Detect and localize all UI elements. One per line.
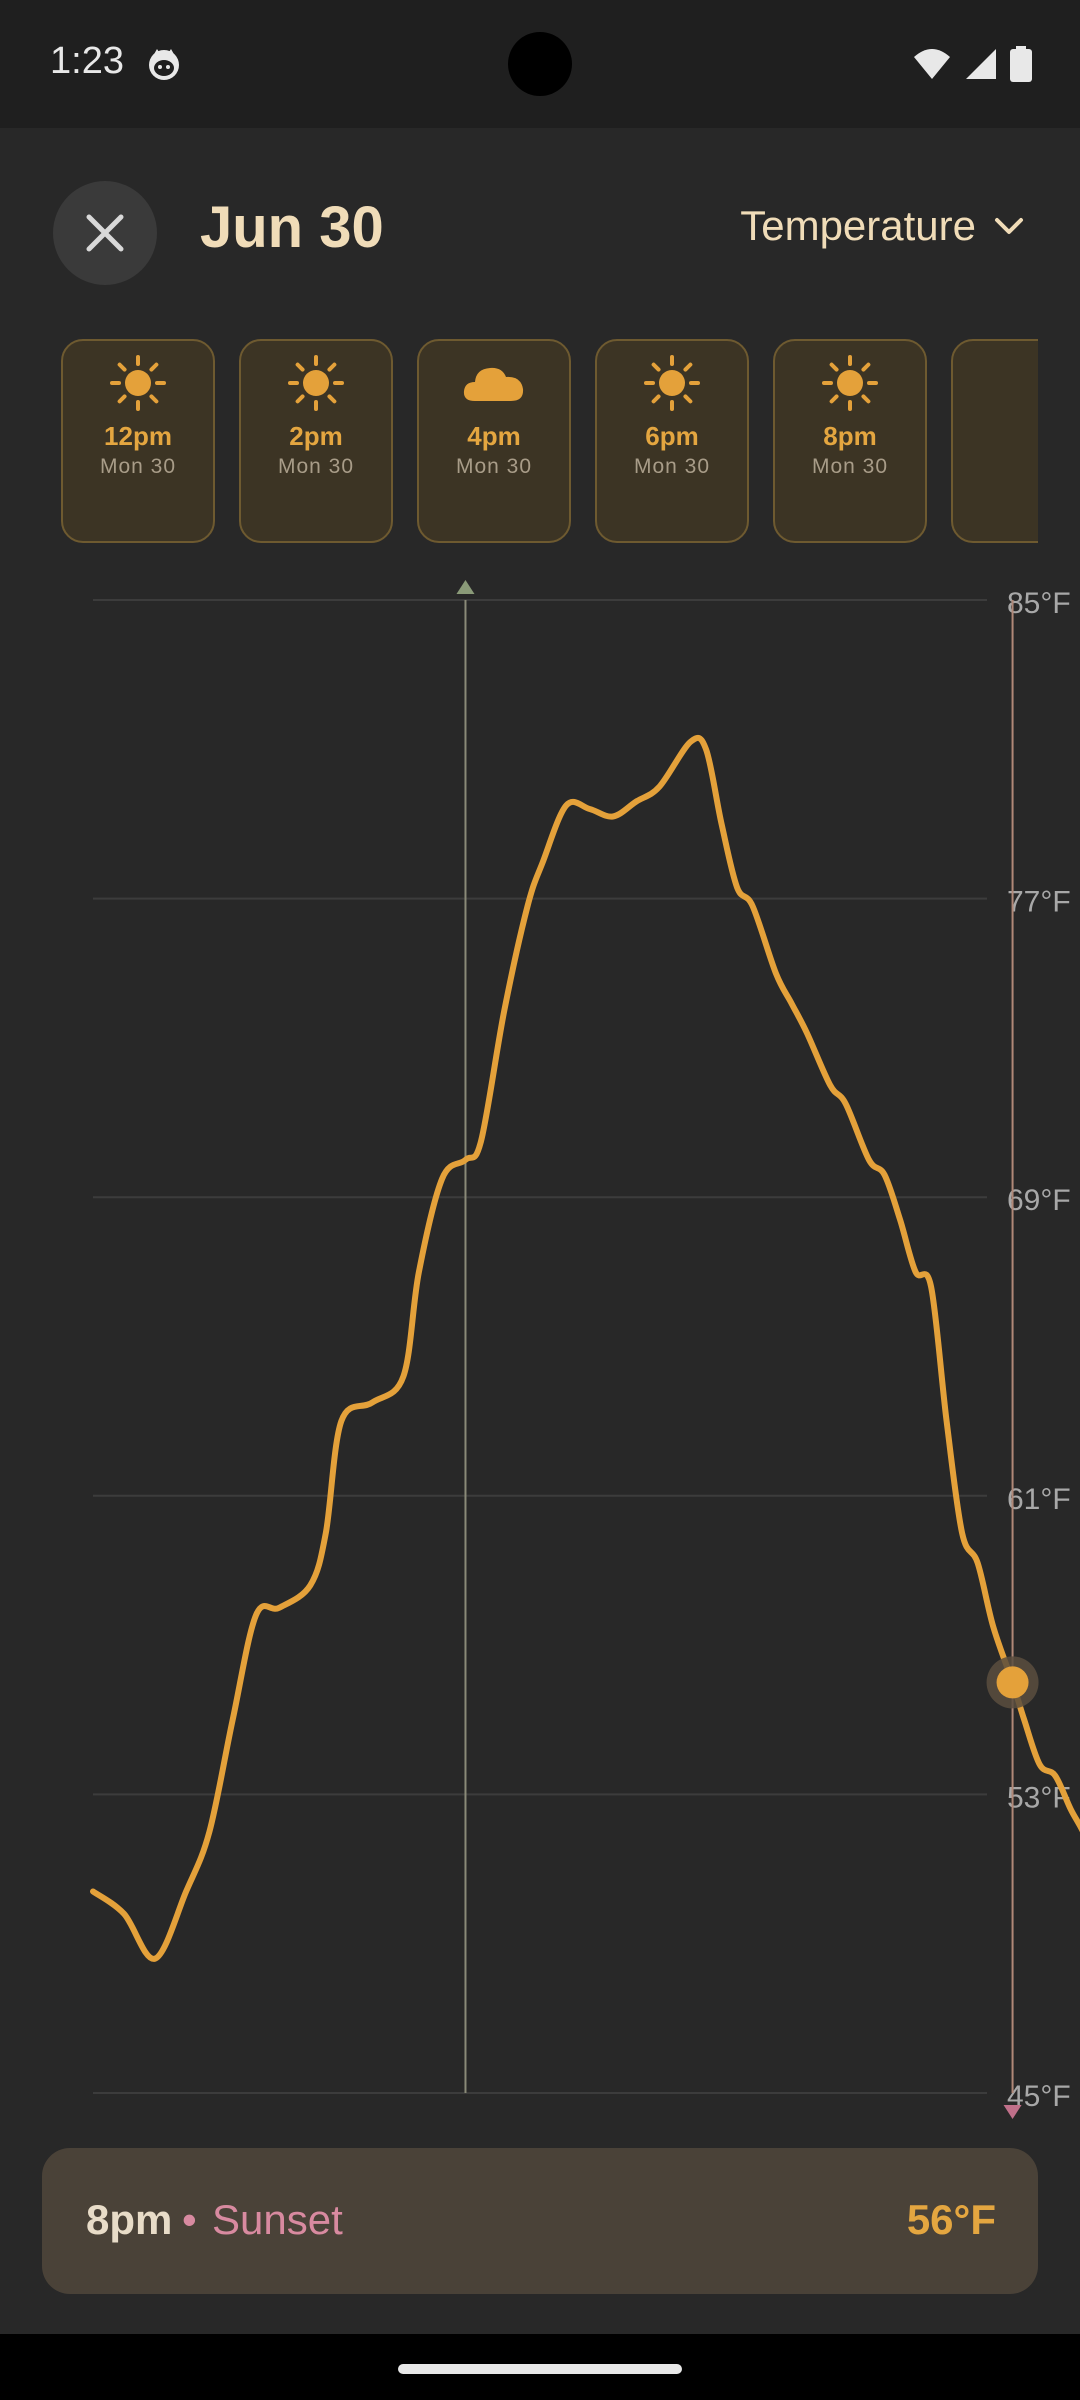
- y-tick-label: 69°F: [1007, 1184, 1071, 1217]
- sun-icon: [597, 353, 747, 411]
- hour-card-partial[interactable]: [951, 339, 1038, 543]
- hour-card-time: 2pm: [289, 421, 343, 451]
- status-indicators: [912, 44, 1032, 84]
- hour-card-time: 6pm: [645, 421, 699, 451]
- hour-card-day: Mon 30: [455, 455, 533, 478]
- close-icon: [86, 214, 124, 252]
- sun-icon: [241, 353, 391, 411]
- y-tick-label: 61°F: [1007, 1483, 1071, 1516]
- temperature-chart[interactable]: 85°F77°F69°F61°F53°F45°F: [0, 560, 1080, 2120]
- cell-signal-icon: [966, 49, 996, 79]
- status-bar: 1:23: [0, 0, 1080, 128]
- hour-card[interactable]: 12pm Mon 30: [61, 339, 215, 543]
- metric-dropdown-label: Temperature: [740, 202, 976, 249]
- status-time: 1:23: [50, 40, 124, 82]
- selection-separator: •: [182, 2196, 197, 2243]
- highlight-point: [996, 1666, 1029, 1699]
- selection-event: Sunset: [212, 2196, 343, 2243]
- hour-card-time: 12pm: [104, 421, 172, 451]
- hour-card-day: Mon 30: [633, 455, 711, 478]
- selection-info-card: 8pm • Sunset 56°F: [42, 2148, 1038, 2294]
- battery-icon: [1010, 46, 1032, 82]
- hour-card[interactable]: 2pm Mon 30: [239, 339, 393, 543]
- hour-card-time: 4pm: [467, 421, 521, 451]
- selection-time: 8pm: [86, 2196, 173, 2243]
- cat-notification-icon: [149, 49, 179, 80]
- hour-card-day: Mon 30: [99, 455, 177, 478]
- sunrise-marker-triangle: [456, 580, 475, 594]
- home-gesture-handle[interactable]: [398, 2364, 682, 2374]
- hour-card[interactable]: 4pm Mon 30: [417, 339, 571, 543]
- metric-dropdown[interactable]: Temperature: [740, 202, 1024, 250]
- hour-strip[interactable]: 12pm Mon 30 2pm Mon 30 4pm Mon 30 6pm Mon 30 8pm…: [42, 336, 1038, 548]
- sun-icon: [63, 353, 213, 411]
- y-tick-label: 77°F: [1007, 886, 1071, 919]
- close-button[interactable]: [53, 181, 157, 285]
- page-title: Jun 30: [200, 195, 384, 260]
- selection-temperature: 56°F: [906, 2196, 996, 2243]
- header: Jun 30 Temperature: [0, 128, 1080, 328]
- y-tick-label: 85°F: [1007, 587, 1071, 620]
- temperature-line: [90, 734, 1080, 1962]
- hour-card-time: 8pm: [823, 421, 877, 451]
- front-camera: [508, 32, 572, 96]
- cloud-icon: [419, 353, 569, 409]
- hour-card[interactable]: 6pm Mon 30: [595, 339, 749, 543]
- sun-icon: [775, 353, 925, 411]
- hour-card-day: Mon 30: [277, 455, 355, 478]
- hour-card[interactable]: 8pm Mon 30: [773, 339, 927, 543]
- hour-card-day: Mon 30: [811, 455, 889, 478]
- navigation-bar: [0, 2334, 1080, 2400]
- sunset-marker-triangle: [1003, 2105, 1022, 2119]
- wifi-icon: [914, 49, 950, 79]
- chevron-down-icon: [995, 218, 1023, 234]
